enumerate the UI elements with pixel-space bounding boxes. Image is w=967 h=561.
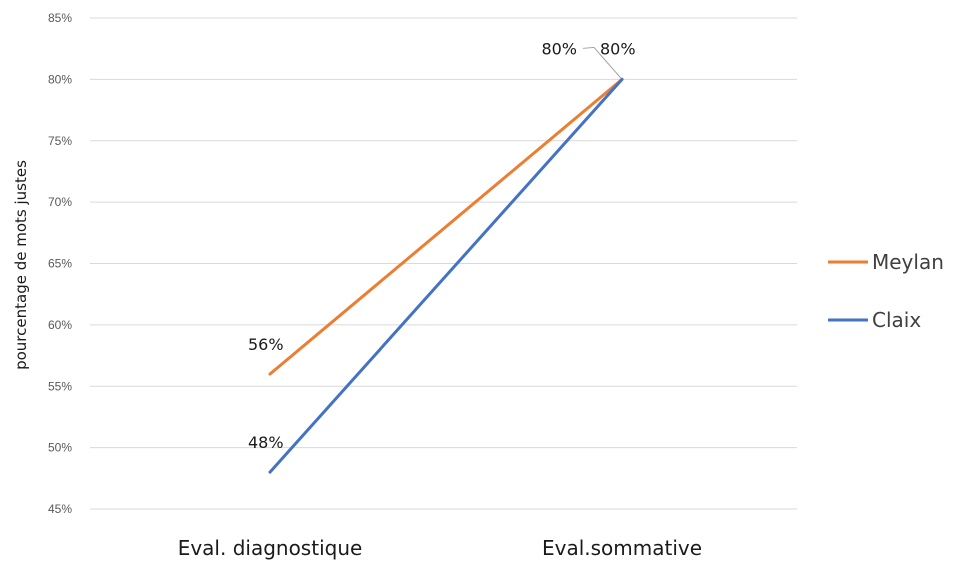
x-tick-label: Eval. diagnostique xyxy=(178,536,363,560)
y-tick-label: 45% xyxy=(48,502,72,516)
series-line-claix xyxy=(268,77,624,474)
y-tick-label: 70% xyxy=(48,195,72,209)
data-label: 48% xyxy=(248,433,284,452)
legend-label: Meylan xyxy=(872,250,944,274)
data-labels: 56% 48% 80% 80% xyxy=(248,39,636,452)
y-tick-label: 85% xyxy=(48,11,72,25)
y-axis-ticks: 45% 50% 55% 60% 65% 70% 75% 80% 85% xyxy=(48,11,72,516)
y-tick-label: 55% xyxy=(48,379,72,393)
series-line-meylan xyxy=(268,77,624,376)
label-leaders xyxy=(582,46,623,80)
data-label: 56% xyxy=(248,335,284,354)
y-tick-label: 80% xyxy=(48,72,72,86)
y-tick-label: 65% xyxy=(48,257,72,271)
gridlines xyxy=(90,17,797,510)
legend: Meylan Claix xyxy=(828,250,944,332)
y-tick-label: 75% xyxy=(48,134,72,148)
legend-label: Claix xyxy=(872,308,921,332)
y-tick-label: 50% xyxy=(48,441,72,455)
series-lines xyxy=(268,77,624,474)
y-axis-label: pourcentage de mots justes xyxy=(12,160,30,370)
label-leader-line xyxy=(582,46,623,80)
data-label: 80% xyxy=(541,39,577,58)
y-tick-label: 60% xyxy=(48,318,72,332)
x-tick-label: Eval.sommative xyxy=(542,536,702,560)
data-label: 80% xyxy=(600,39,636,58)
x-axis-categories: Eval. diagnostique Eval.sommative xyxy=(178,536,702,560)
